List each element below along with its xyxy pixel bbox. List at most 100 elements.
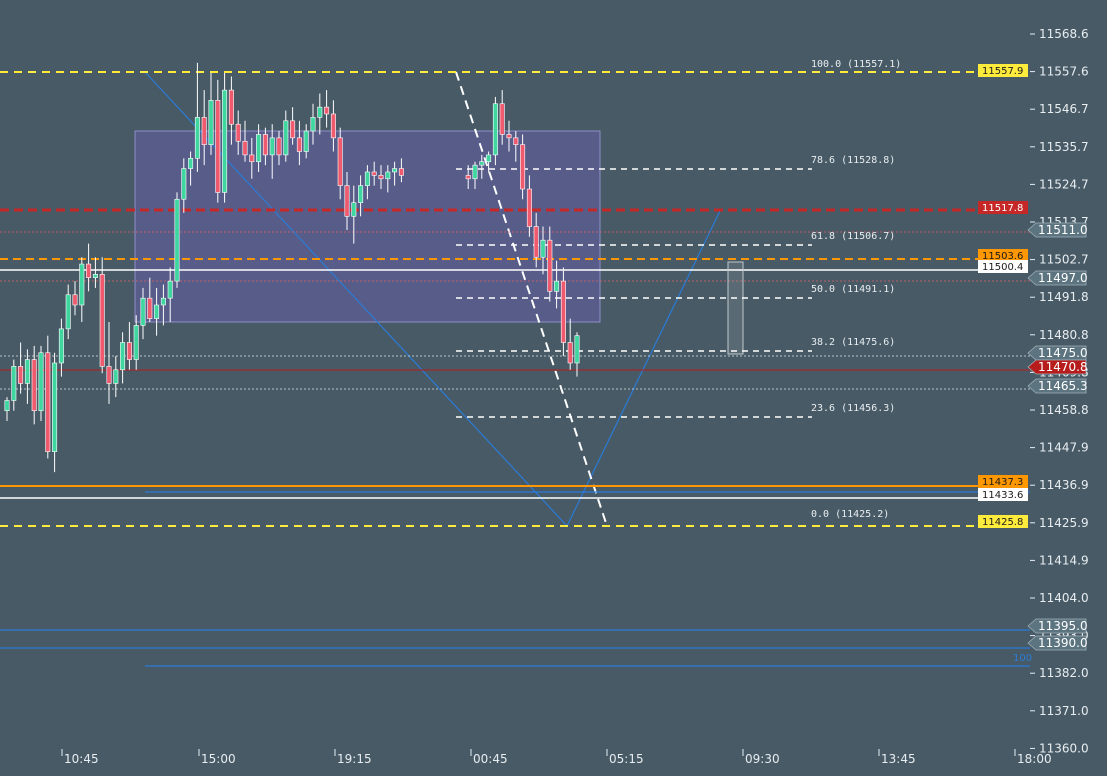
candle[interactable] bbox=[378, 165, 384, 190]
price-tag[interactable]: 11390.0 bbox=[1027, 635, 1088, 651]
candle[interactable] bbox=[371, 161, 377, 186]
candle[interactable] bbox=[194, 62, 200, 172]
candle[interactable] bbox=[11, 359, 17, 411]
candle[interactable] bbox=[392, 161, 398, 186]
candle[interactable] bbox=[222, 73, 228, 203]
candle[interactable] bbox=[65, 284, 71, 340]
candle[interactable] bbox=[385, 165, 391, 193]
candle[interactable] bbox=[188, 151, 194, 186]
price-tag[interactable]: 11465.3 bbox=[1027, 378, 1088, 394]
candle[interactable] bbox=[154, 287, 160, 336]
candle[interactable] bbox=[215, 79, 221, 203]
candle[interactable] bbox=[290, 107, 296, 145]
price-tag[interactable]: 11425.8 bbox=[978, 515, 1028, 528]
candle[interactable] bbox=[296, 120, 302, 166]
candle[interactable] bbox=[351, 185, 357, 244]
candle[interactable] bbox=[547, 226, 553, 302]
candle[interactable] bbox=[276, 131, 282, 166]
candle[interactable] bbox=[358, 175, 364, 217]
price-tag[interactable]: 11470.8 bbox=[1027, 359, 1088, 375]
price-tag[interactable]: 11433.6 bbox=[978, 488, 1028, 501]
candle[interactable] bbox=[99, 257, 105, 374]
candle[interactable] bbox=[4, 397, 10, 421]
candle[interactable] bbox=[92, 257, 98, 288]
candle[interactable] bbox=[160, 284, 166, 326]
candle[interactable] bbox=[181, 158, 187, 213]
candle[interactable] bbox=[262, 127, 268, 166]
candle[interactable] bbox=[38, 345, 44, 421]
candle[interactable] bbox=[560, 267, 566, 357]
candle[interactable] bbox=[113, 356, 119, 398]
price-tag[interactable]: 11395.0 bbox=[1027, 618, 1088, 634]
candle[interactable] bbox=[249, 137, 255, 179]
candle[interactable] bbox=[106, 322, 112, 404]
candle[interactable] bbox=[235, 110, 241, 155]
y-tick-label: 11491.8 bbox=[1039, 290, 1089, 304]
candle[interactable] bbox=[344, 171, 350, 230]
trend-line-up[interactable] bbox=[566, 210, 721, 527]
candle[interactable] bbox=[79, 257, 85, 323]
candle[interactable] bbox=[506, 120, 512, 152]
fib-retracement[interactable]: 100.0 (11557.1) 78.6 (11528.8) 61.8 (11506… bbox=[456, 59, 901, 520]
candle[interactable] bbox=[520, 134, 526, 200]
candle-body bbox=[58, 328, 64, 364]
candle[interactable] bbox=[479, 154, 485, 179]
candle[interactable] bbox=[45, 335, 51, 459]
candle[interactable] bbox=[86, 243, 92, 292]
candle[interactable] bbox=[256, 124, 262, 172]
candle[interactable] bbox=[140, 287, 146, 340]
candle[interactable] bbox=[499, 90, 505, 145]
candle[interactable] bbox=[269, 124, 275, 179]
candle[interactable] bbox=[58, 318, 64, 377]
price-tag[interactable]: 11517.8 bbox=[978, 201, 1028, 214]
candle[interactable] bbox=[364, 165, 370, 200]
candle[interactable] bbox=[228, 76, 234, 145]
fib-diagonal[interactable] bbox=[455, 71, 608, 527]
price-tag[interactable]: 11500.4 bbox=[978, 260, 1028, 273]
candle[interactable] bbox=[167, 267, 173, 323]
candle[interactable] bbox=[472, 161, 478, 190]
candles[interactable] bbox=[4, 62, 580, 473]
candle[interactable] bbox=[31, 345, 37, 425]
price-tag[interactable]: 11437.3 bbox=[978, 475, 1028, 488]
candle-body bbox=[540, 239, 546, 258]
candle[interactable] bbox=[324, 90, 330, 128]
candle[interactable] bbox=[486, 151, 492, 172]
candle[interactable] bbox=[492, 96, 498, 166]
candle[interactable] bbox=[330, 100, 336, 152]
candle[interactable] bbox=[208, 73, 214, 155]
candle[interactable] bbox=[567, 318, 573, 370]
candle[interactable] bbox=[283, 110, 289, 162]
candle[interactable] bbox=[174, 192, 180, 288]
candle[interactable] bbox=[120, 332, 126, 384]
candle[interactable] bbox=[310, 103, 316, 145]
candle[interactable] bbox=[574, 332, 580, 377]
candle[interactable] bbox=[126, 322, 132, 370]
price-tag[interactable]: 11497.0 bbox=[1027, 270, 1088, 286]
price-tag[interactable]: 11511.0 bbox=[1027, 222, 1088, 238]
candle[interactable] bbox=[526, 175, 532, 237]
candle[interactable] bbox=[513, 131, 519, 162]
candle[interactable] bbox=[398, 158, 404, 183]
candle[interactable] bbox=[201, 90, 207, 166]
price-tag[interactable]: 11503.6 bbox=[978, 249, 1028, 262]
candle[interactable] bbox=[147, 277, 153, 323]
candle[interactable] bbox=[133, 315, 139, 370]
candle[interactable] bbox=[24, 349, 30, 404]
price-tag[interactable]: 11475.0 bbox=[1027, 345, 1088, 361]
candle[interactable] bbox=[317, 93, 323, 135]
price-tag[interactable]: 11557.9 bbox=[978, 64, 1028, 77]
candle[interactable] bbox=[242, 120, 248, 162]
candle[interactable] bbox=[303, 124, 309, 159]
candle[interactable] bbox=[465, 165, 471, 190]
candle[interactable] bbox=[533, 212, 539, 268]
candle[interactable] bbox=[52, 352, 58, 473]
candle[interactable] bbox=[18, 342, 24, 394]
candle[interactable] bbox=[540, 226, 546, 275]
candle[interactable] bbox=[72, 281, 78, 316]
candle[interactable] bbox=[554, 260, 560, 309]
price-tag-shape bbox=[1027, 359, 1087, 375]
candle[interactable] bbox=[337, 127, 343, 200]
